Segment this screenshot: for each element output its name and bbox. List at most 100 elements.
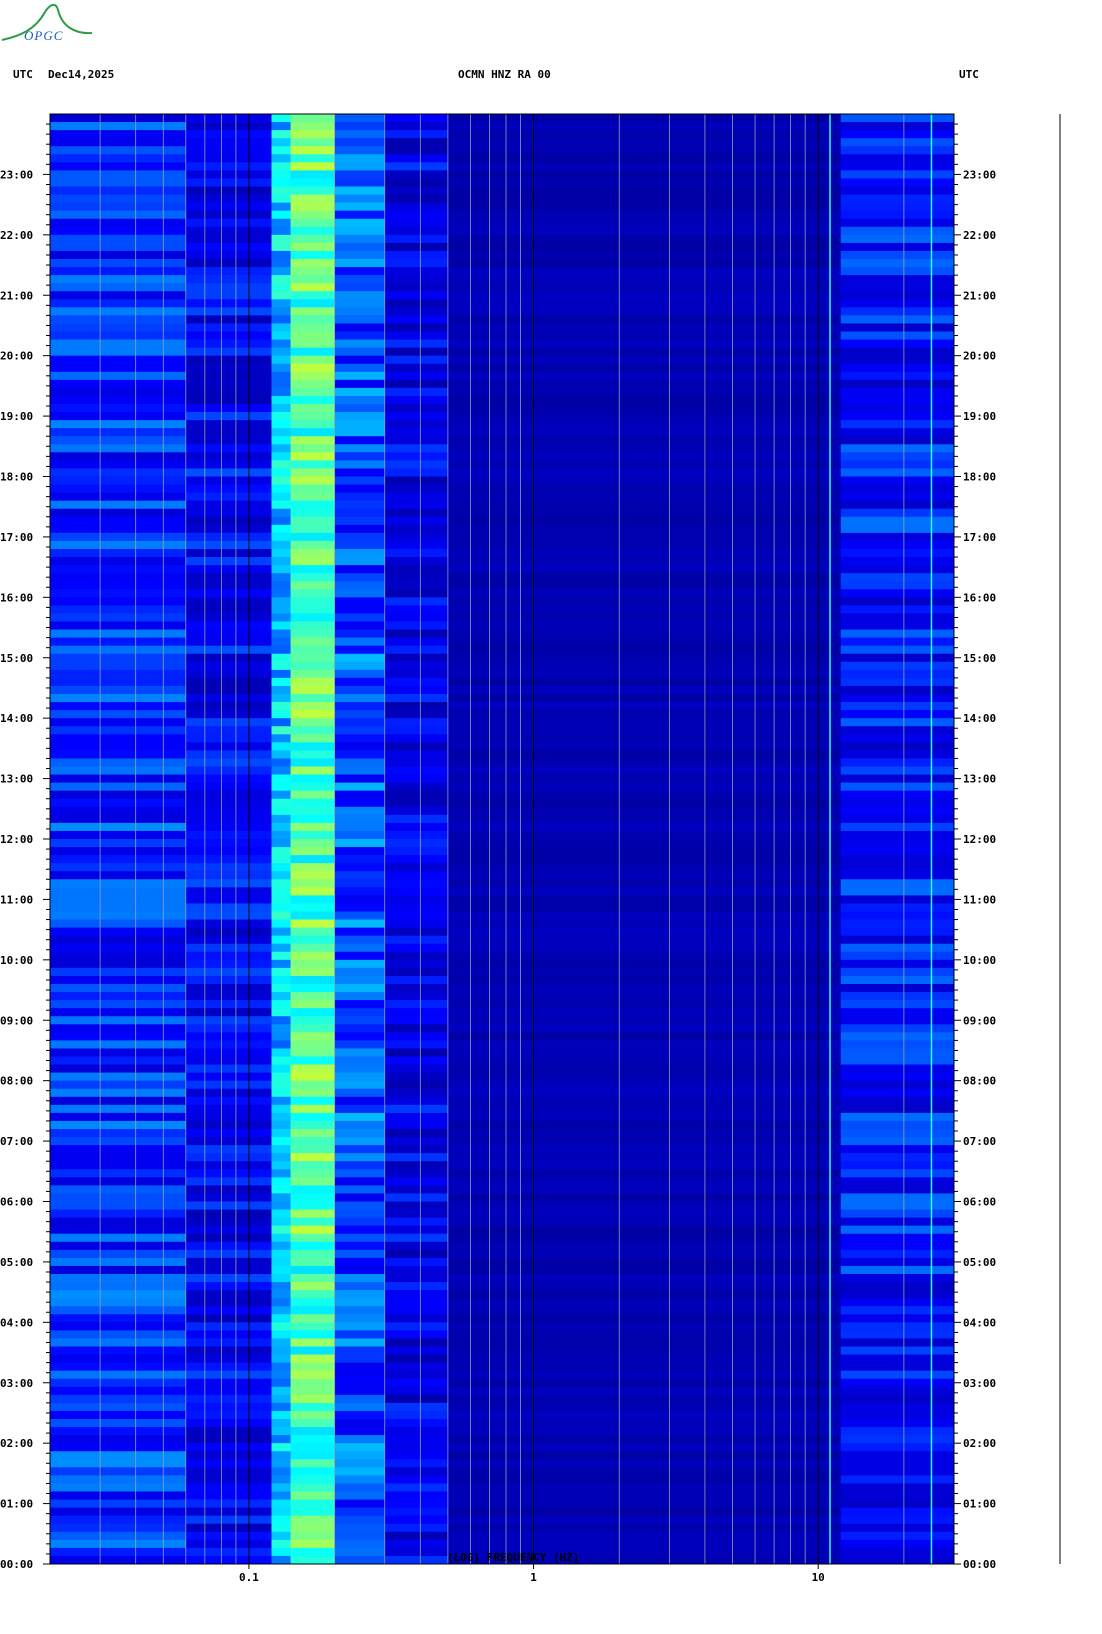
- spectrogram-cell: [271, 855, 292, 864]
- spectrogram-cell: [50, 992, 187, 1001]
- spectrogram-cell: [334, 1241, 386, 1251]
- spectrogram-cell: [840, 677, 955, 687]
- spectrogram-cell: [334, 750, 386, 759]
- spectrogram-cell: [50, 242, 187, 252]
- spectrogram-cell: [384, 299, 449, 308]
- spectrogram-cell: [271, 589, 292, 598]
- spectrogram-cell: [290, 1265, 336, 1275]
- spectrogram-cell: [334, 1040, 386, 1049]
- spectrogram-cell: [840, 1153, 955, 1162]
- spectrogram-cell: [447, 629, 842, 639]
- spectrogram-cell: [840, 1386, 955, 1396]
- spectrogram-cell: [840, 911, 955, 921]
- spectrogram-cell: [290, 1547, 336, 1557]
- spectrogram-cell: [185, 1225, 272, 1235]
- spectrogram-cell: [50, 444, 187, 453]
- spectrogram-cell: [290, 702, 336, 711]
- spectrogram-cell: [50, 1112, 187, 1122]
- spectrogram-cell: [271, 774, 292, 784]
- spectrogram-cell: [840, 428, 955, 437]
- spectrogram-cell: [271, 1177, 292, 1186]
- spectrogram-cell: [50, 404, 187, 413]
- spectrogram-cell: [290, 1177, 336, 1186]
- spectrogram-cell: [290, 613, 336, 622]
- spectrogram-cell: [290, 839, 336, 848]
- spectrogram-cell: [334, 1185, 386, 1194]
- spectrogram-cell: [185, 573, 272, 582]
- spectrogram-cell: [447, 1282, 842, 1291]
- spectrogram-cell: [447, 130, 842, 139]
- spectrogram-cell: [840, 581, 955, 590]
- spectrogram-cell: [290, 1064, 336, 1074]
- spectrogram-cell: [271, 726, 292, 735]
- spectrogram-cell: [840, 1346, 955, 1356]
- spectrogram-cell: [271, 347, 292, 357]
- spectrogram-cell: [271, 822, 292, 832]
- spectrogram-cell: [840, 814, 955, 824]
- spectrogram-cell: [334, 919, 386, 929]
- spectrogram-cell: [185, 1539, 272, 1549]
- spectrogram-cell: [50, 130, 187, 139]
- spectrogram-cell: [447, 1056, 842, 1066]
- spectrogram-cell: [185, 718, 272, 727]
- spectrogram-cell: [384, 1290, 449, 1299]
- spectrogram-cell: [334, 1523, 386, 1533]
- spectrogram-cell: [447, 814, 842, 824]
- spectrogram-cell: [840, 605, 955, 614]
- spectrogram-cell: [334, 210, 386, 220]
- spectrogram-cell: [447, 532, 842, 542]
- spectrogram-cell: [447, 951, 842, 961]
- spectrogram-cell: [185, 532, 272, 542]
- spectrogram-cell: [50, 1032, 187, 1041]
- spectrogram-cell: [290, 1499, 336, 1509]
- spectrogram-cell: [50, 484, 187, 494]
- spectrogram-cell: [334, 1112, 386, 1122]
- spectrogram-cell: [384, 1539, 449, 1549]
- spectrogram-cell: [290, 1072, 336, 1082]
- spectrogram-cell: [840, 1040, 955, 1049]
- spectrogram-cell: [185, 798, 272, 808]
- spectrogram-cell: [271, 291, 292, 300]
- spectrogram-cell: [271, 1145, 292, 1154]
- spectrogram-cell: [50, 1435, 187, 1444]
- spectrogram-cell: [185, 444, 272, 453]
- x-axis-label: (LOG) FREQUENCY (HZ): [447, 1551, 580, 1564]
- spectrogram-cell: [447, 1257, 842, 1267]
- spectrogram-cell: [334, 830, 386, 840]
- spectrogram-cell: [290, 1362, 336, 1372]
- spectrogram-cell: [840, 750, 955, 759]
- spectrogram-cell: [290, 790, 336, 800]
- spectrogram-cell: [840, 1120, 955, 1130]
- spectrogram-cell: [840, 1483, 955, 1492]
- spectrogram-cell: [447, 1419, 842, 1428]
- spectrogram-cell: [50, 1362, 187, 1372]
- spectrogram-cell: [290, 460, 336, 469]
- spectrogram-cell: [271, 146, 292, 155]
- spectrogram-cell: [840, 1137, 955, 1146]
- spectrogram-cell: [271, 718, 292, 727]
- spectrogram-cell: [447, 895, 842, 904]
- spectrogram-cell: [290, 581, 336, 590]
- spectrogram-cell: [840, 589, 955, 598]
- spectrogram-cell: [50, 943, 187, 953]
- spectrogram-cell: [840, 1056, 955, 1066]
- spectrogram-cell: [334, 1201, 386, 1211]
- spectrogram-cell: [840, 1475, 955, 1484]
- spectrogram-cell: [290, 508, 336, 518]
- spectrogram-cell: [185, 895, 272, 904]
- spectrogram-cell: [447, 766, 842, 776]
- spectrogram-cell: [290, 710, 336, 719]
- spectrogram-cell: [840, 1008, 955, 1017]
- spectrogram-cell: [185, 919, 272, 929]
- spectrogram-cell: [334, 1435, 386, 1444]
- spectrogram-cell: [334, 138, 386, 147]
- spectrogram-cell: [447, 275, 842, 284]
- spectrogram-cell: [290, 1129, 336, 1138]
- spectrogram-cell: [334, 855, 386, 864]
- spectrogram-cell: [50, 750, 187, 759]
- spectrogram-cell: [271, 1338, 292, 1347]
- spectrogram-cell: [50, 863, 187, 872]
- spectrogram-cell: [384, 1193, 449, 1202]
- spectrogram-cell: [50, 1523, 187, 1533]
- spectrogram-cell: [185, 420, 272, 429]
